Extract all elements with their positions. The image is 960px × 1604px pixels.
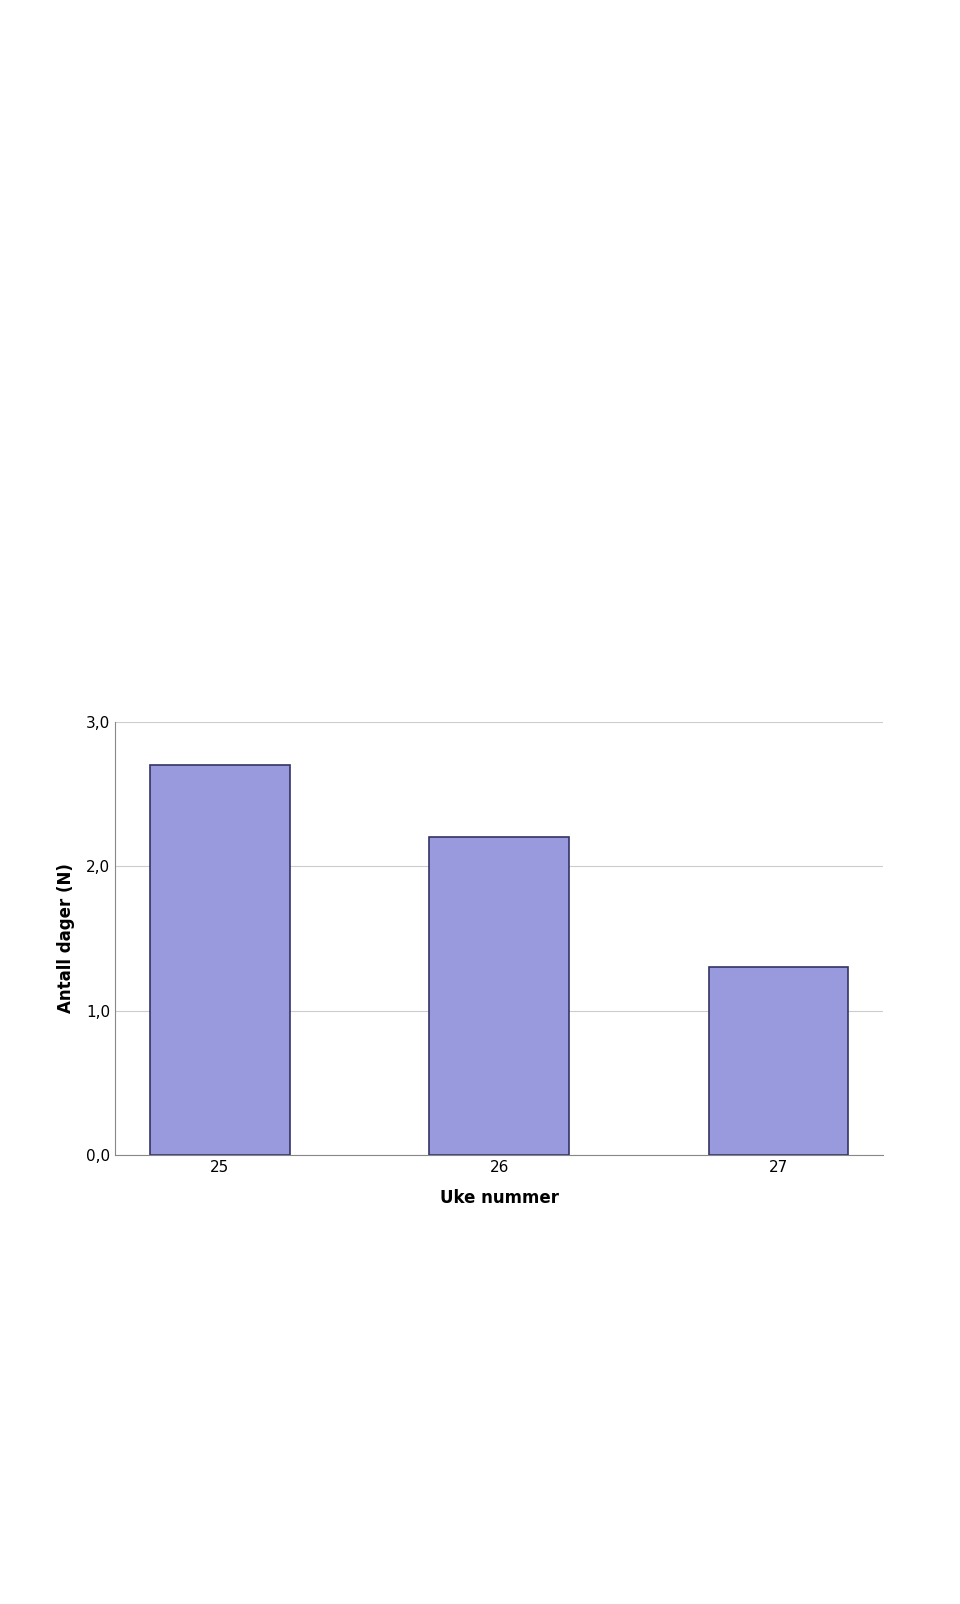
Bar bbox=[708, 967, 849, 1155]
Bar bbox=[429, 837, 569, 1155]
X-axis label: Uke nummer: Uke nummer bbox=[440, 1189, 559, 1206]
Bar bbox=[150, 765, 290, 1155]
Y-axis label: Antall dager (N): Antall dager (N) bbox=[57, 863, 75, 1014]
